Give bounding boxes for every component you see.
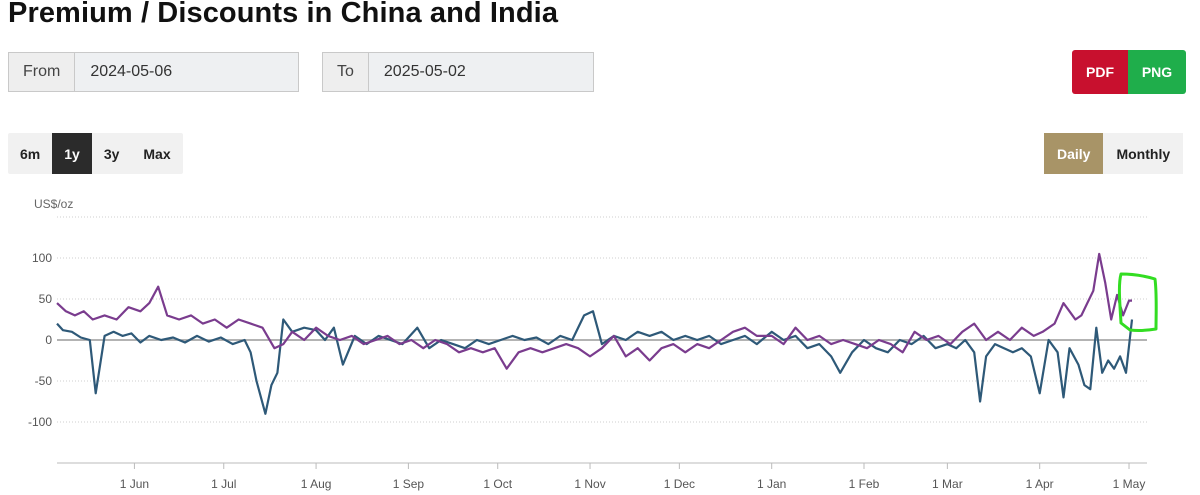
to-label: To bbox=[323, 53, 369, 91]
pdf-export-button[interactable]: PDF bbox=[1072, 50, 1128, 94]
y-tick-label: 0 bbox=[45, 333, 52, 347]
x-tick-label: 1 Apr bbox=[1026, 477, 1054, 491]
x-tick-label: 1 Mar bbox=[932, 477, 963, 491]
range-6m-button[interactable]: 6m bbox=[20, 145, 41, 162]
x-tick-label: 1 Feb bbox=[849, 477, 880, 491]
series-line-2 bbox=[56, 252, 1132, 370]
monthly-button[interactable]: Monthly bbox=[1116, 145, 1171, 162]
annotation-highlight bbox=[1117, 272, 1158, 332]
y-tick-label: -50 bbox=[35, 374, 53, 388]
png-export-button[interactable]: PNG bbox=[1128, 50, 1186, 94]
daily-button[interactable]: Daily bbox=[1044, 133, 1104, 174]
range-selector: 6m 1y 3y Max bbox=[8, 133, 183, 174]
line-chart: US$/oz 100 50 0 -50 -100 1 Jun 1 Jul 1 Aug 1 Se… bbox=[28, 197, 1158, 491]
range-1y-button[interactable]: 1y bbox=[52, 133, 92, 174]
series-line-1 bbox=[56, 310, 1134, 415]
from-date-box[interactable]: From 2024-05-06 bbox=[8, 52, 299, 92]
y-tick-label: 100 bbox=[32, 251, 52, 265]
y-tick-label: -100 bbox=[28, 415, 52, 429]
series-layer bbox=[56, 252, 1134, 415]
x-axis-labels: 1 Jun 1 Jul 1 Aug 1 Sep 1 Oct 1 Nov 1 Dec 1 Jan… bbox=[120, 463, 1146, 491]
x-tick-label: 1 Jul bbox=[211, 477, 236, 491]
y-axis-labels: 100 50 0 -50 -100 bbox=[28, 251, 52, 429]
page-title: Premium / Discounts in China and India bbox=[8, 0, 559, 29]
frequency-selector: Daily Monthly bbox=[1044, 133, 1184, 174]
y-tick-label: 50 bbox=[39, 292, 53, 306]
from-date-input[interactable]: 2024-05-06 bbox=[75, 53, 298, 91]
x-tick-label: 1 Jun bbox=[120, 477, 149, 491]
to-date-input[interactable]: 2025-05-02 bbox=[368, 53, 593, 91]
x-tick-label: 1 Aug bbox=[301, 477, 332, 491]
to-date-box[interactable]: To 2025-05-02 bbox=[322, 52, 594, 92]
from-label: From bbox=[9, 53, 76, 91]
x-tick-label: 1 May bbox=[1113, 477, 1146, 491]
grid-layer bbox=[57, 216, 1147, 464]
range-max-button[interactable]: Max bbox=[143, 145, 171, 162]
y-unit-label: US$/oz bbox=[34, 197, 73, 211]
x-tick-label: 1 Nov bbox=[574, 477, 605, 491]
x-tick-label: 1 Oct bbox=[483, 477, 512, 491]
x-tick-label: 1 Sep bbox=[393, 477, 425, 491]
range-3y-button[interactable]: 3y bbox=[103, 145, 120, 162]
x-tick-label: 1 Dec bbox=[664, 477, 695, 491]
x-tick-label: 1 Jan bbox=[757, 477, 786, 491]
